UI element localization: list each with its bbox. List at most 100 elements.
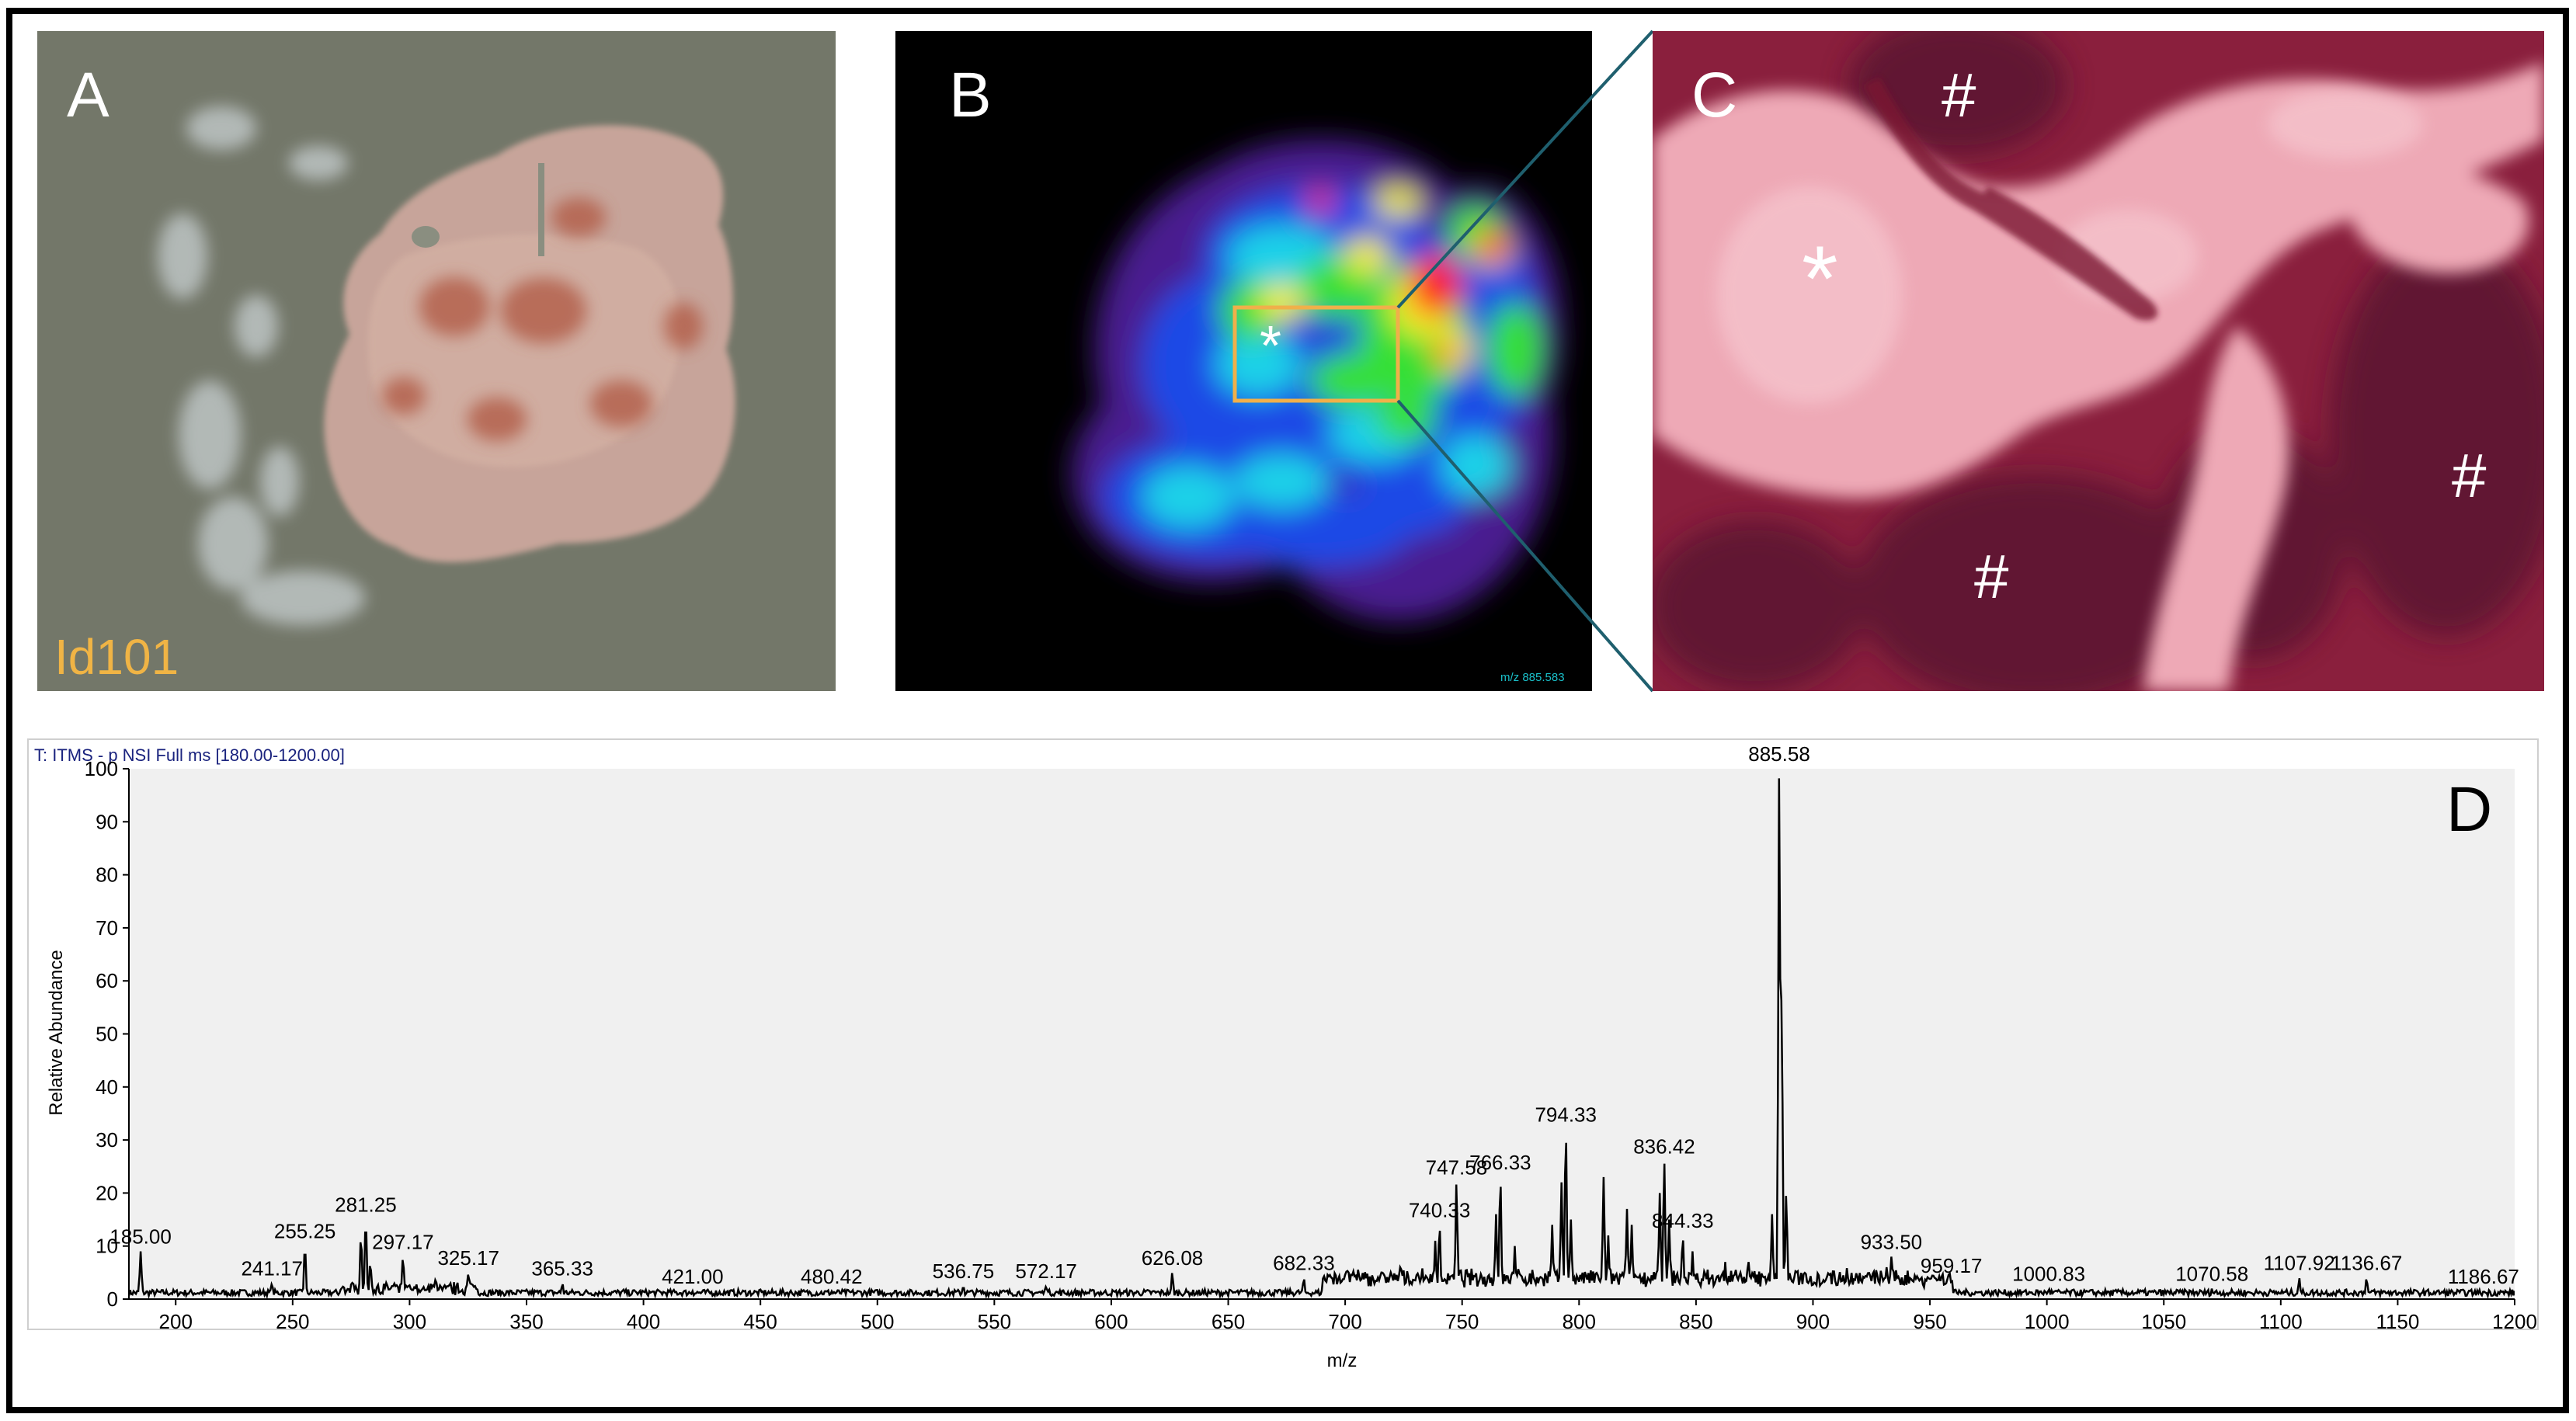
spectrum bbox=[129, 778, 2515, 1299]
peak-label: 185.00 bbox=[110, 1225, 172, 1249]
x-tick-label: 250 bbox=[276, 1310, 309, 1333]
panel-b: * m/z 885.583 B bbox=[895, 31, 1592, 691]
peak-label: 536.75 bbox=[933, 1259, 995, 1283]
zoom-line-bottom bbox=[1396, 399, 1654, 693]
y-tick-label: 0 bbox=[107, 1287, 118, 1311]
roi-box bbox=[1232, 305, 1400, 403]
panel-d: T: ITMS - p NSI Full ms [180.00-1200.00]… bbox=[27, 738, 2539, 1371]
x-tick-label: 550 bbox=[978, 1310, 1011, 1333]
heatmap-blob bbox=[1375, 396, 1437, 443]
peak-label: 933.50 bbox=[1861, 1230, 1923, 1253]
heatmap-blob bbox=[1344, 237, 1390, 276]
plot-area bbox=[129, 769, 2515, 1299]
peak-label: 255.25 bbox=[274, 1220, 336, 1243]
peak-label: 1186.67 bbox=[2448, 1265, 2519, 1288]
panel-c-letter: C bbox=[1691, 60, 1737, 130]
membrane-wisps bbox=[158, 106, 365, 625]
peak-label: 572.17 bbox=[1015, 1259, 1077, 1283]
y-tick-label: 20 bbox=[96, 1181, 118, 1204]
x-tick-label: 700 bbox=[1328, 1310, 1361, 1333]
y-tick-label: 90 bbox=[96, 810, 118, 833]
peak-label: 325.17 bbox=[437, 1246, 499, 1270]
x-tick-label: 500 bbox=[860, 1310, 894, 1333]
heatmap-blob bbox=[1308, 191, 1333, 213]
heatmap-blob bbox=[1409, 255, 1462, 317]
y-tick-label: 70 bbox=[96, 916, 118, 940]
heatmap-blob bbox=[1309, 353, 1394, 408]
heatmap-blob bbox=[1487, 303, 1542, 396]
peak-label: 747.58 bbox=[1426, 1156, 1488, 1180]
panel-b-letter: B bbox=[949, 60, 992, 130]
peak-label: 1000.83 bbox=[2012, 1262, 2085, 1285]
x-tick-label: 450 bbox=[743, 1310, 777, 1333]
roi-marker: * bbox=[1260, 315, 1281, 377]
x-tick-label: 300 bbox=[393, 1310, 426, 1333]
heatmap-blob bbox=[1477, 231, 1505, 262]
peak-label: 480.42 bbox=[801, 1265, 863, 1288]
peak-label: 1136.67 bbox=[2331, 1252, 2402, 1275]
peak-label: 365.33 bbox=[531, 1257, 593, 1280]
heatmap-blob bbox=[1258, 283, 1305, 322]
peak-label: 885.58 bbox=[1748, 742, 1810, 766]
sample-label: Id101 bbox=[54, 629, 179, 685]
cellular-marker-top: # bbox=[1942, 61, 1976, 130]
x-tick-label: 650 bbox=[1212, 1310, 1245, 1333]
tissue-section bbox=[324, 125, 735, 563]
mz-label: m/z 885.583 bbox=[1500, 671, 1565, 684]
x-tick-label: 1100 bbox=[2259, 1310, 2303, 1333]
peak-label: 959.17 bbox=[1921, 1254, 1983, 1277]
heatmap-blob bbox=[1359, 458, 1468, 536]
x-tick-label: 1050 bbox=[2141, 1310, 2186, 1333]
panel-d-letter: D bbox=[2446, 774, 2492, 845]
y-tick-label: 60 bbox=[96, 969, 118, 992]
peak-label: 682.33 bbox=[1273, 1252, 1335, 1275]
peak-label: 766.33 bbox=[1469, 1151, 1531, 1174]
heatmap-blob bbox=[1215, 334, 1301, 396]
peak-label: 281.25 bbox=[335, 1193, 397, 1217]
peak-label: 794.33 bbox=[1535, 1103, 1597, 1126]
peak-label: 421.00 bbox=[662, 1265, 724, 1288]
peak-label: 626.08 bbox=[1142, 1246, 1204, 1270]
x-tick-label: 900 bbox=[1796, 1310, 1830, 1333]
x-tick-label: 200 bbox=[159, 1310, 193, 1333]
heatmap-blob bbox=[1434, 342, 1455, 364]
x-tick-label: 850 bbox=[1679, 1310, 1712, 1333]
y-axis-label: Relative Abundance bbox=[46, 950, 67, 1116]
x-tick-label: 1000 bbox=[2025, 1310, 2070, 1333]
cellular-marker-right: # bbox=[2452, 441, 2487, 510]
zoom-line-top bbox=[1396, 30, 1654, 309]
y-tick-label: 10 bbox=[96, 1235, 118, 1258]
heatmap-blob bbox=[1142, 466, 1235, 528]
ion-heatmap bbox=[1072, 140, 1561, 621]
x-tick-label: 800 bbox=[1563, 1310, 1596, 1333]
y-tick-label: 30 bbox=[96, 1128, 118, 1152]
spectrum-trace bbox=[129, 778, 2515, 1299]
x-tick-label: 950 bbox=[1913, 1310, 1946, 1333]
peak-label: 297.17 bbox=[372, 1230, 434, 1253]
x-tick-label: 1150 bbox=[2376, 1310, 2419, 1333]
scan-header: T: ITMS - p NSI Full ms [180.00-1200.00] bbox=[34, 745, 345, 765]
x-tick-label: 400 bbox=[627, 1310, 660, 1333]
peak-label: 241.17 bbox=[241, 1257, 303, 1280]
heatmap-blob bbox=[1235, 454, 1328, 509]
heatmap-blob bbox=[1441, 435, 1510, 497]
x-tick-label: 600 bbox=[1094, 1310, 1128, 1333]
x-tick-label: 1200 bbox=[2492, 1310, 2537, 1333]
y-tick-label: 40 bbox=[96, 1075, 118, 1099]
stroma-marker: * bbox=[1802, 227, 1838, 331]
peak-label: 1107.92 bbox=[2264, 1252, 2335, 1275]
y-tick-label: 100 bbox=[85, 757, 118, 780]
x-tick-label: 350 bbox=[509, 1310, 543, 1333]
panel-a-letter: A bbox=[67, 60, 110, 130]
x-axis-label: m/z bbox=[1327, 1350, 1358, 1371]
panel-c: * # # # C bbox=[1653, 31, 2544, 691]
panel-a: Id101 A bbox=[37, 31, 836, 691]
peak-label: 844.33 bbox=[1652, 1209, 1714, 1232]
cellular-marker-bottom: # bbox=[1974, 542, 2009, 611]
x-tick-label: 750 bbox=[1445, 1310, 1479, 1333]
y-tick-label: 80 bbox=[96, 863, 118, 887]
peak-label: 836.42 bbox=[1633, 1134, 1695, 1158]
heatmap-blob bbox=[1375, 186, 1421, 217]
peak-label: 740.33 bbox=[1409, 1198, 1471, 1221]
